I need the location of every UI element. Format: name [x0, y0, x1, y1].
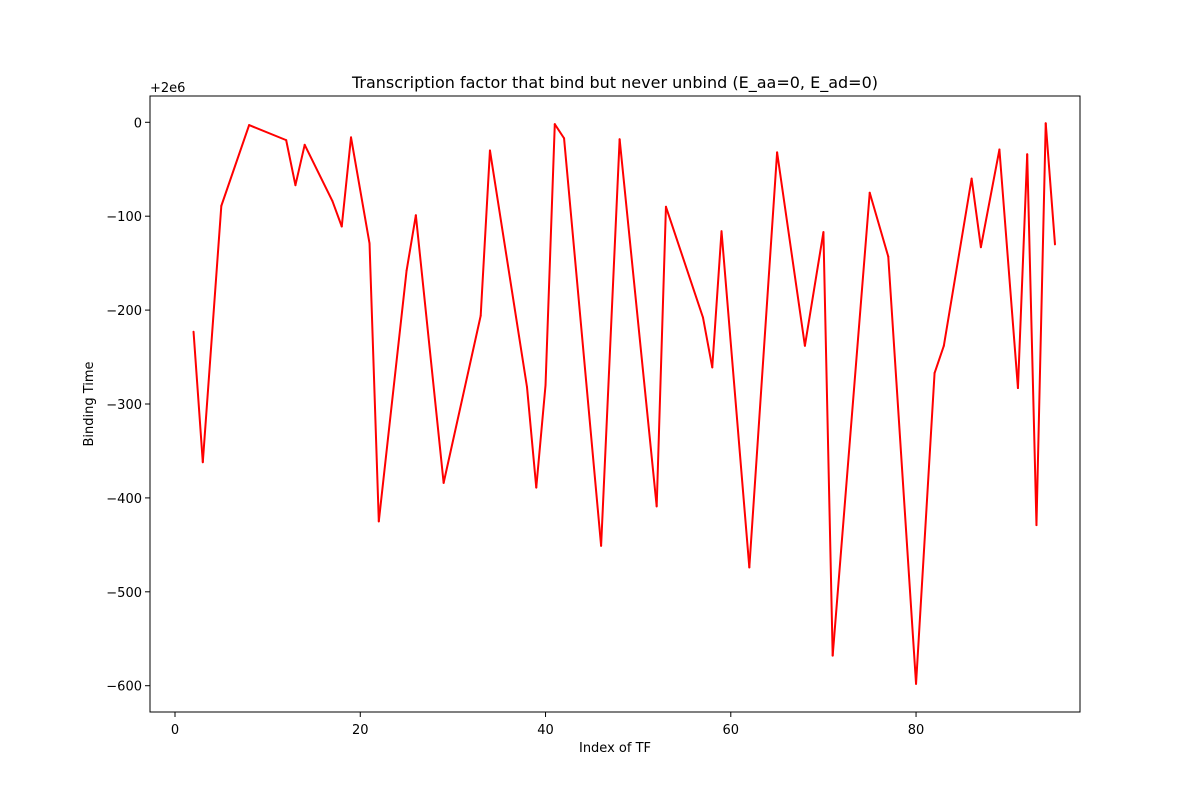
x-axis-label: Index of TF [579, 741, 651, 756]
series-line-segment [350, 136, 371, 245]
y-tick-label: −600 [106, 680, 142, 695]
series-line-segment [294, 143, 306, 187]
series-line-segment [720, 230, 751, 569]
series-line-segment [414, 214, 445, 484]
chart-title: Transcription factor that bind but never… [351, 73, 878, 93]
series-line-segment [1044, 122, 1056, 246]
series-line-segment [201, 204, 223, 464]
series-line-segment [303, 143, 334, 203]
series-line-segment [711, 230, 723, 369]
y-tick-label: −100 [106, 210, 142, 225]
series-line-segment [887, 255, 918, 685]
series-line-segment [544, 123, 556, 387]
series-line-segment [192, 330, 204, 464]
y-tick-label: −200 [106, 304, 142, 319]
series-line-segment [933, 344, 945, 375]
y-tick-label: −300 [106, 398, 142, 413]
series-line-segment [618, 138, 658, 508]
series-line-segment [405, 214, 417, 272]
series-line-segment [600, 138, 621, 547]
y-ticks: 0 −100 −200 −300 −400 −500 −600 [106, 116, 150, 695]
series-line-segment [776, 151, 806, 347]
x-tick-label: 0 [171, 723, 179, 738]
series-line-segment [526, 386, 538, 489]
plot-frame [149, 95, 1081, 713]
y-axis-label: Binding Time [82, 361, 97, 446]
series-line-segment [248, 124, 288, 142]
series-line-segment [748, 151, 779, 569]
series-line-segment [535, 384, 547, 489]
series-line-segment [868, 191, 890, 258]
series-line-segment [942, 177, 973, 347]
series-line-segment [331, 200, 343, 228]
x-tick-label: 20 [352, 723, 369, 738]
series-line-segment [563, 137, 603, 547]
series-line-segment [915, 372, 936, 685]
y-tick-label: 0 [134, 116, 142, 131]
series-line-segment [1026, 153, 1038, 527]
y-tick-label: −400 [106, 492, 142, 507]
series-line-segment [970, 177, 982, 249]
series-line-segment [655, 205, 667, 508]
series-line-segment [803, 231, 825, 347]
x-ticks: 0 20 40 60 80 [171, 712, 924, 738]
series-line-segment [1016, 153, 1029, 390]
series-line-segment [285, 139, 297, 187]
series-line-segment [822, 231, 834, 657]
x-tick-label: 40 [537, 723, 554, 738]
series-line-segment [442, 314, 482, 484]
y-tick-label: −500 [106, 586, 142, 601]
series-line-segment [553, 123, 566, 140]
plot-lines [192, 122, 1056, 685]
x-tick-label: 80 [908, 723, 925, 738]
series-line-segment [979, 148, 1001, 249]
series-line-segment [998, 148, 1019, 390]
y-axis-offset-label: +2e6 [150, 81, 185, 96]
series-line-segment [701, 316, 714, 369]
series-line-segment [664, 205, 704, 319]
series-line-segment [220, 124, 251, 207]
series-line-segment [488, 149, 529, 389]
series-line-segment [377, 269, 408, 523]
x-tick-label: 60 [723, 723, 740, 738]
series-line-segment [1035, 122, 1047, 527]
series-line-segment [340, 136, 353, 228]
series-line-segment [831, 191, 871, 657]
series-line-segment [479, 149, 491, 317]
series-line-segment [368, 242, 380, 523]
